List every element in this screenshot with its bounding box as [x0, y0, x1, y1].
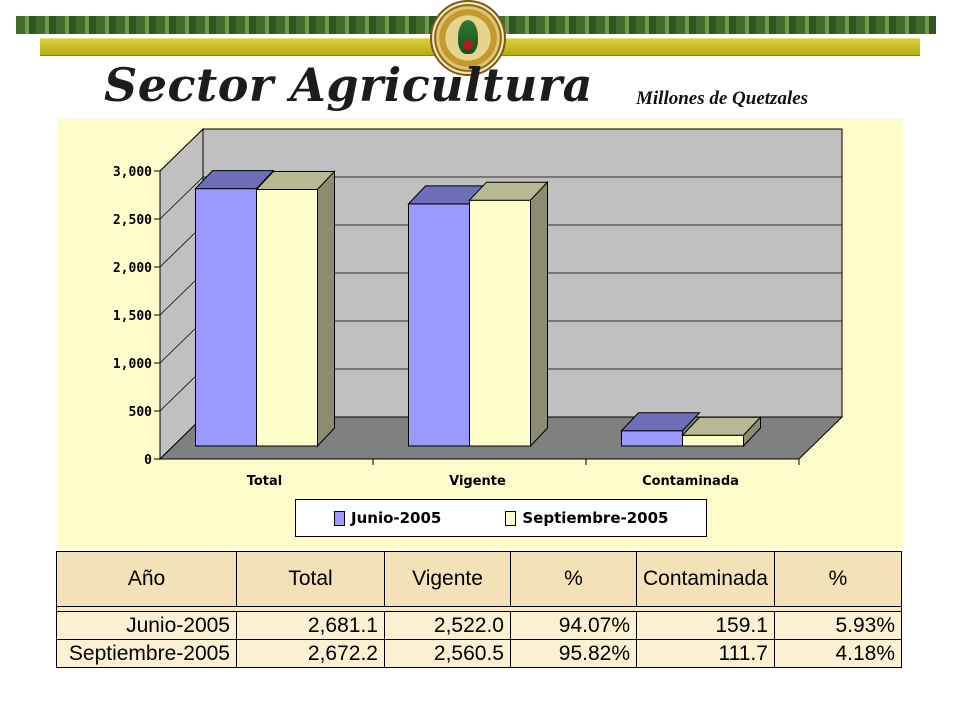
table-row: Septiembre-2005 2,672.2 2,560.5 95.82% 1… [56, 639, 903, 668]
y-tick-label: 2,000 [113, 261, 152, 276]
table-row: Junio-2005 2,681.1 2,522.0 94.07% 159.1 … [56, 611, 903, 640]
legend-item-0: Junio-2005 [334, 509, 441, 527]
table-cell: 4.18% [773, 639, 903, 668]
table-cell: 2,560.5 [384, 639, 511, 668]
table-cell: 111.7 [636, 639, 775, 668]
table-header-row: Año Total Vigente % Contaminada % [56, 551, 903, 607]
table-cell: 2,522.0 [384, 611, 511, 640]
bar-side-1-1 [530, 180, 548, 448]
bar-front-0-1 [256, 188, 318, 447]
x-tick-label-2: Contaminada [642, 474, 739, 489]
y-tick-label: 0 [144, 453, 152, 468]
header-cell: Total [236, 551, 385, 607]
gridline [159, 176, 842, 220]
table-cell: 5.93% [773, 611, 903, 640]
bar-chart: 0 500 1,000 1,500 2,000 2,500 3,000 Total Vigent… [113, 127, 844, 489]
data-table: Año Total Vigente % Contaminada % Junio-… [56, 551, 903, 668]
bar-side-0-1 [317, 170, 335, 448]
x-tick-label-0: Total [247, 474, 283, 489]
y-tick-label: 500 [129, 405, 153, 420]
header-cell: Contaminada [636, 551, 775, 607]
header-cell: % [510, 551, 637, 607]
header-cell: Año [56, 551, 237, 607]
table-cell: 2,681.1 [236, 611, 385, 640]
y-tick-label: 3,000 [113, 165, 152, 180]
chart-area: 0 500 1,000 1,500 2,000 2,500 3,000 Total Vigent… [57, 119, 903, 549]
legend-swatch-1 [505, 510, 517, 526]
legend-item-1: Septiembre-2005 [505, 509, 668, 527]
bar-front-0-0 [195, 188, 257, 447]
page-title: Sector Agricultura [104, 58, 593, 112]
table-cell: Junio-2005 [56, 611, 237, 640]
table-cell: 95.82% [510, 639, 637, 668]
chart-legend: Junio-2005 Septiembre-2005 [295, 499, 707, 537]
legend-label-1: Septiembre-2005 [522, 509, 669, 527]
legend-label-0: Junio-2005 [351, 509, 442, 527]
bar-side-2-1 [743, 416, 761, 448]
header-cell: % [773, 551, 903, 607]
bar-front-2-1 [682, 434, 744, 447]
bar-top-2-0 [620, 412, 701, 432]
table-cell: 94.07% [510, 611, 637, 640]
gridline [159, 128, 842, 172]
table-cell: 2,672.2 [236, 639, 385, 668]
y-tick-label: 1,000 [113, 357, 152, 372]
bar-front-2-0 [621, 430, 683, 447]
table-cell: Septiembre-2005 [56, 639, 237, 668]
quetzal-icon [458, 20, 478, 54]
seal-icon [430, 0, 506, 76]
bar-top-0-0 [194, 170, 275, 190]
bar-front-1-1 [469, 199, 531, 447]
header-cell: Vigente [384, 551, 511, 607]
y-tick-label: 1,500 [113, 309, 152, 324]
x-tick-label-1: Vigente [449, 474, 506, 489]
legend-swatch-0 [334, 510, 345, 526]
y-tick-label: 2,500 [113, 213, 152, 228]
unit-label: Millones de Quetzales [636, 88, 809, 109]
table-cell: 159.1 [636, 611, 775, 640]
bar-front-1-0 [408, 203, 470, 447]
